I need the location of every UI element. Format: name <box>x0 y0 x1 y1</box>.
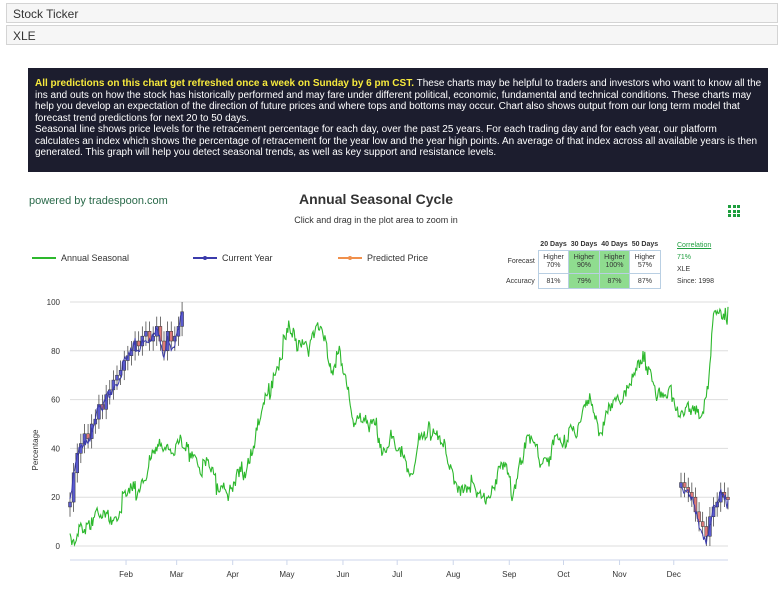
info-text-2: Seasonal line shows price levels for the… <box>35 124 758 158</box>
x-tick-jul: Jul <box>392 570 402 579</box>
legend-current-year-label: Current Year <box>222 253 273 263</box>
seasonal-chart[interactable]: 0 20 40 60 80 100 Feb Mar Apr May Jun Jul Aug Sep Oct… <box>0 286 784 586</box>
candle-body <box>86 433 90 439</box>
fc-header-50: 50 Days <box>631 240 659 248</box>
fc-accuracy-40: 87% <box>598 273 631 289</box>
x-tick-dec: Dec <box>667 570 681 579</box>
fc-forecast-50: Higher 57% <box>629 250 661 274</box>
x-tick-may: May <box>279 570 294 579</box>
fc-forecast-40: Higher 100% <box>598 250 631 274</box>
candle-body <box>697 511 701 522</box>
powered-by-link[interactable]: powered by tradespoon.com <box>29 195 168 207</box>
legend-annual-seasonal[interactable]: Annual Seasonal <box>32 253 129 263</box>
candle-body <box>122 360 126 371</box>
x-tick-apr: Apr <box>226 570 239 579</box>
legend-predicted-price[interactable]: Predicted Price <box>338 253 428 263</box>
candle-body <box>68 501 72 508</box>
info-text-1: These charts may be helpful to traders a… <box>35 78 762 124</box>
fc-forecast-label: Forecast <box>504 250 539 274</box>
fc-forecast-20: Higher 70% <box>537 250 570 274</box>
x-tick-oct: Oct <box>557 570 570 579</box>
correlation-ticker: XLE <box>677 266 691 273</box>
stock-ticker-input[interactable]: XLE <box>6 25 778 45</box>
candle-body <box>169 331 173 342</box>
fc-header-30: 30 Days <box>570 240 598 248</box>
correlation-box: Correlation 71% XLE Since: 1998 <box>677 240 714 288</box>
candle-body <box>82 433 87 444</box>
series-annual-seasonal <box>69 306 729 547</box>
fc-forecast-30: Higher 90% <box>568 250 600 274</box>
y-axis-label: Percentage <box>31 429 40 470</box>
chart-series <box>69 306 729 547</box>
forecast-table: 20 Days 30 Days 40 Days 50 Days Forecast… <box>504 238 661 289</box>
correlation-since: Since: 1998 <box>677 278 714 285</box>
fc-header-40: 40 Days <box>601 240 628 248</box>
y-tick-100: 100 <box>47 298 61 307</box>
chart-menu-icon[interactable] <box>728 205 740 217</box>
candle-body <box>162 340 166 352</box>
candle-body <box>726 496 730 500</box>
legend-annual-seasonal-label: Annual Seasonal <box>61 253 130 263</box>
x-tick-sep: Sep <box>502 570 517 579</box>
x-tick-feb: Feb <box>119 570 133 579</box>
fc-header-20: 20 Days <box>540 240 567 248</box>
legend-current-year-swatch <box>193 256 217 260</box>
y-tick-60: 60 <box>51 396 60 405</box>
candle-body <box>679 482 683 488</box>
info-panel: All predictions on this chart get refres… <box>28 68 768 172</box>
y-tick-20: 20 <box>51 493 60 502</box>
candle-body <box>700 521 705 527</box>
candle-body <box>180 311 184 327</box>
legend-predicted-price-swatch <box>338 256 362 260</box>
y-tick-80: 80 <box>51 347 60 356</box>
legend-annual-seasonal-swatch <box>32 257 56 259</box>
candle-body <box>158 326 163 342</box>
x-axis-ticks: Feb Mar Apr May Jun Jul Aug Sep Oct Nov Dec <box>119 560 681 579</box>
x-tick-mar: Mar <box>170 570 184 579</box>
correlation-value: 71% <box>677 254 692 261</box>
current-year-candles <box>68 302 730 546</box>
legend-current-year[interactable]: Current Year <box>193 253 273 263</box>
correlation-link[interactable]: Correlation <box>677 242 712 249</box>
series-current-year-2 <box>680 486 729 545</box>
candle-body <box>115 374 119 381</box>
stock-ticker-label: Stock Ticker <box>6 3 778 23</box>
x-tick-jun: Jun <box>337 570 350 579</box>
candle-body <box>704 526 709 537</box>
x-tick-nov: Nov <box>612 570 626 579</box>
candle-body <box>165 331 170 352</box>
candle-body <box>136 340 141 347</box>
series-current-year-1 <box>69 311 183 500</box>
candle-body <box>173 335 177 342</box>
y-tick-0: 0 <box>56 542 61 551</box>
chart-title: Annual Seasonal Cycle <box>298 191 454 207</box>
legend-predicted-price-label: Predicted Price <box>367 253 429 263</box>
info-highlight: All predictions on this chart get refres… <box>35 78 414 89</box>
fc-accuracy-30: 79% <box>568 273 600 289</box>
candle-body <box>682 482 687 488</box>
fc-accuracy-50: 87% <box>629 273 661 289</box>
candle-body <box>147 331 152 342</box>
x-tick-aug: Aug <box>446 570 460 579</box>
y-tick-40: 40 <box>51 444 60 453</box>
candle-body <box>144 331 148 337</box>
y-axis-ticks: 0 20 40 60 80 100 <box>47 298 61 551</box>
chart-subtitle: Click and drag in the plot area to zoom … <box>294 215 458 225</box>
